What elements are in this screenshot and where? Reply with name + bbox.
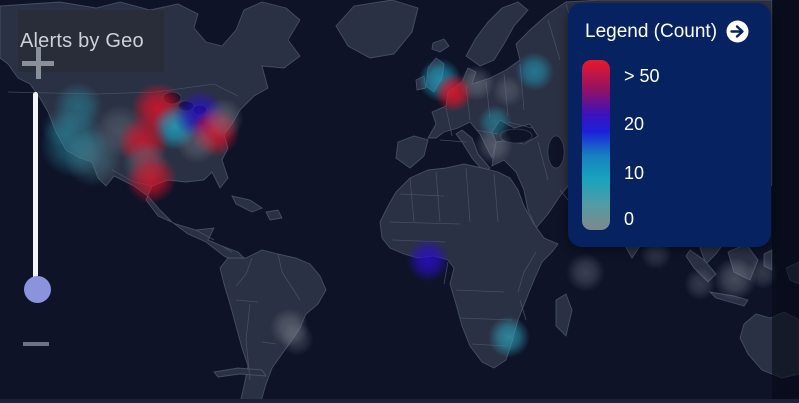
- zoom-slider-track[interactable]: [33, 92, 38, 282]
- landmass-united-kingdom: [425, 57, 445, 93]
- zoom-slider-handle[interactable]: [24, 276, 51, 303]
- caspian-sea: [547, 135, 565, 169]
- legend-title: Legend (Count): [585, 20, 718, 42]
- legend-gradient-bar: [582, 60, 610, 230]
- landmass-madagascar: [555, 293, 573, 337]
- legend-label: > 50: [624, 66, 660, 86]
- black-sea: [499, 128, 533, 144]
- landmass-scandinavia: [465, 1, 529, 67]
- bottom-bar: [0, 399, 799, 403]
- landmass-sumatra: [685, 249, 717, 283]
- landmass-greenland: [335, 0, 419, 59]
- great-lake: [192, 104, 208, 116]
- landmass-iberia: [395, 135, 429, 169]
- landmass-sulawesi: [763, 249, 773, 271]
- zoom-out-button[interactable]: [20, 332, 52, 356]
- landmass-ireland: [415, 75, 427, 91]
- great-lake: [162, 91, 182, 105]
- legend-collapse-button[interactable]: [726, 20, 749, 43]
- minus-icon: [23, 342, 49, 346]
- landmass-borneo: [727, 243, 759, 281]
- landmass-hispaniola: [265, 209, 283, 221]
- plus-icon: [22, 47, 54, 79]
- landmass-iceland: [431, 38, 450, 53]
- landmass-java: [708, 291, 749, 307]
- legend-panel: Legend (Count) > 50 20 10 0: [568, 3, 771, 247]
- legend-label: 10: [624, 163, 645, 183]
- right-gutter: [772, 0, 799, 403]
- landmass-cuba: [231, 195, 263, 213]
- landmass-antarctica-edge: [213, 367, 267, 378]
- page-title: Alerts by Geo: [20, 29, 144, 52]
- legend-label: 20: [624, 114, 645, 134]
- legend-label: 0: [624, 209, 635, 229]
- zoom-in-button[interactable]: [22, 47, 54, 79]
- landmass-south-america: [219, 249, 327, 403]
- legend-header: Legend (Count): [568, 3, 771, 43]
- great-lake: [177, 100, 195, 112]
- arrow-right-circle-icon: [726, 20, 749, 43]
